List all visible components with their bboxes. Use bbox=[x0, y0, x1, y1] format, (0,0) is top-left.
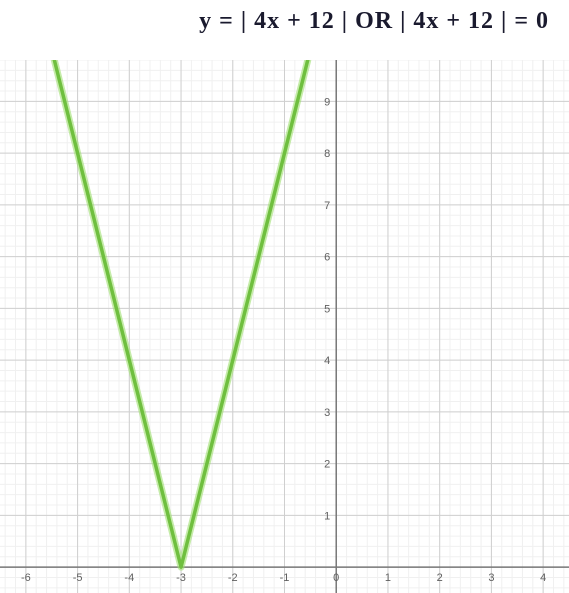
absolute-value-chart: -6 -5 -4 -3 -2 -1 0 1 2 3 4 1 2 3 4 5 6 7 8 9 bbox=[0, 60, 569, 593]
svg-text:-4: -4 bbox=[124, 572, 134, 584]
svg-text:8: 8 bbox=[324, 148, 330, 160]
svg-text:3: 3 bbox=[324, 407, 330, 419]
svg-text:-6: -6 bbox=[21, 572, 31, 584]
handwritten-equation: y = | 4x + 12 | OR | 4x + 12 | = 0 bbox=[199, 8, 549, 35]
svg-text:7: 7 bbox=[324, 200, 330, 212]
svg-text:2: 2 bbox=[324, 459, 330, 471]
svg-text:0: 0 bbox=[333, 572, 339, 584]
svg-text:-3: -3 bbox=[176, 572, 186, 584]
svg-text:-2: -2 bbox=[228, 572, 238, 584]
svg-text:6: 6 bbox=[324, 252, 330, 264]
svg-text:-1: -1 bbox=[280, 572, 290, 584]
svg-text:1: 1 bbox=[324, 510, 330, 522]
svg-text:-5: -5 bbox=[73, 572, 83, 584]
svg-text:3: 3 bbox=[488, 572, 494, 584]
chart-container: -6 -5 -4 -3 -2 -1 0 1 2 3 4 1 2 3 4 5 6 7 8 9 bbox=[0, 60, 569, 593]
svg-text:1: 1 bbox=[385, 572, 391, 584]
svg-text:5: 5 bbox=[324, 303, 330, 315]
svg-text:2: 2 bbox=[437, 572, 443, 584]
svg-text:4: 4 bbox=[540, 572, 546, 584]
svg-text:9: 9 bbox=[324, 96, 330, 108]
svg-text:4: 4 bbox=[324, 355, 330, 367]
